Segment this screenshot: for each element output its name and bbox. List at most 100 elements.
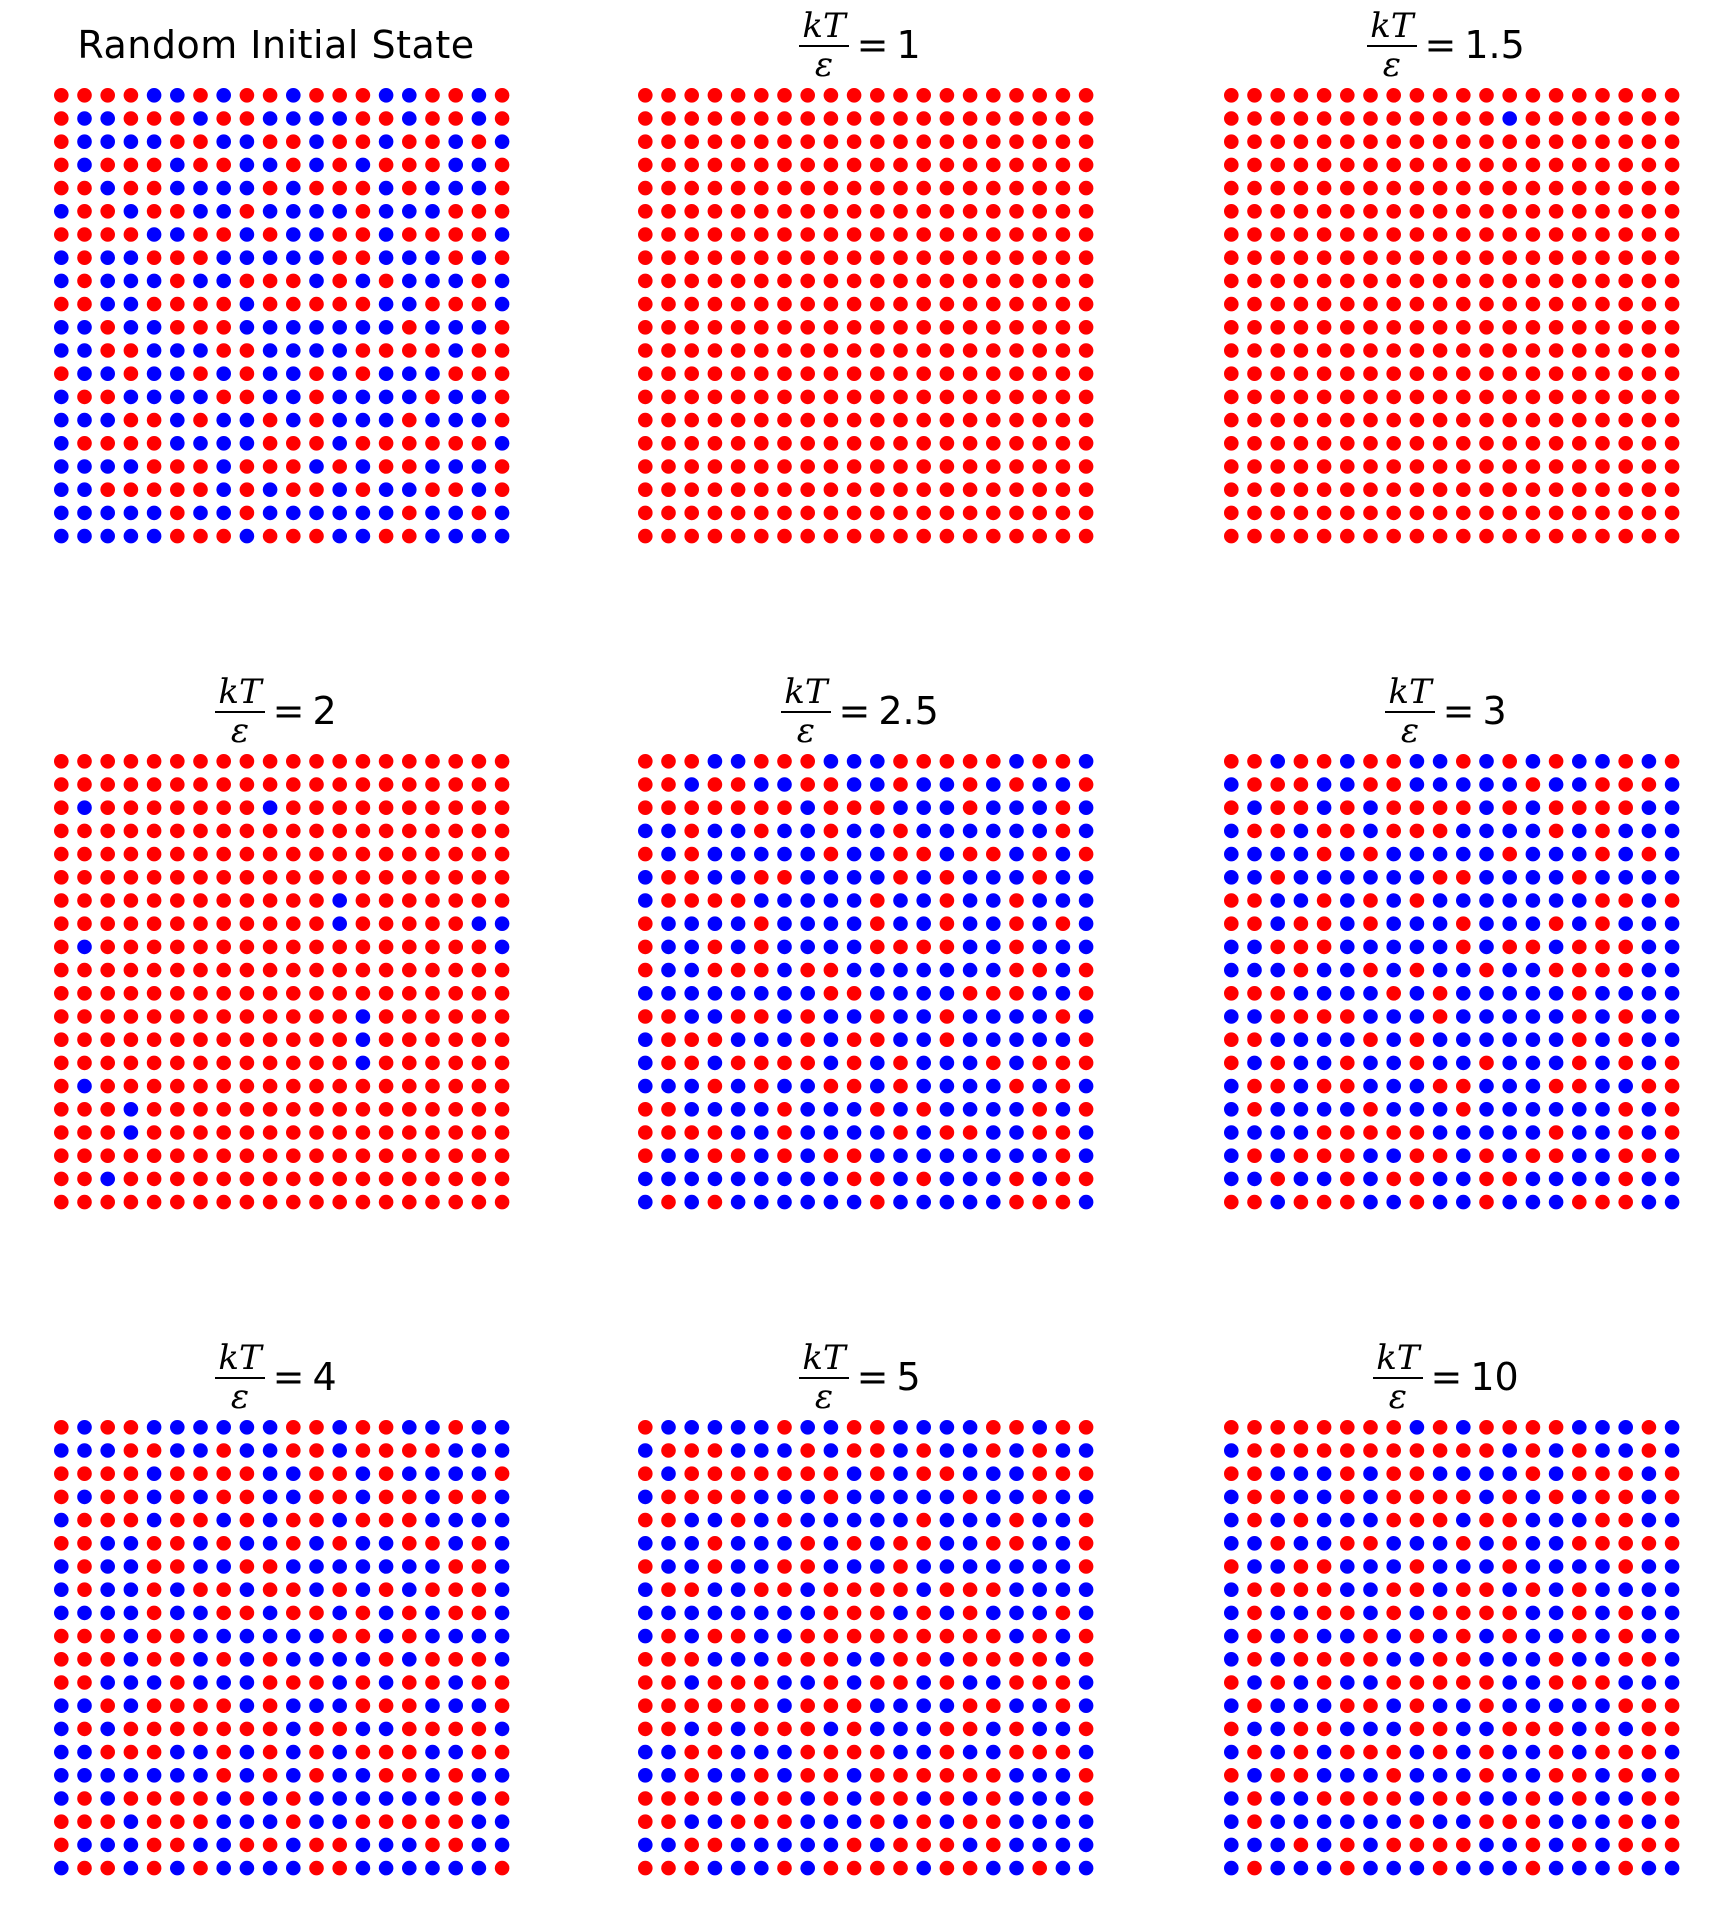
spin-down-dot [1340,1559,1355,1574]
spin-up-dot [1618,157,1633,173]
spin-down-dot [239,250,255,265]
spin-up-dot [123,111,139,126]
spin-down-dot [638,1744,653,1760]
spin-down-dot [1479,986,1494,1001]
spin-up-dot [1055,180,1071,196]
spin-up-dot [216,1652,231,1667]
spin-up-dot [100,893,115,908]
spin-down-dot [893,1148,908,1163]
spin-down-dot [309,1791,324,1806]
spin-up-dot [286,1582,301,1597]
spin-down-dot [939,846,955,862]
spin-down-dot [355,1721,371,1737]
spin-up-dot [1386,180,1401,196]
spin-up-dot [1664,893,1680,908]
spin-down-dot [1664,939,1680,955]
spin-down-dot [1386,870,1401,885]
spin-down-dot [54,1605,69,1621]
spin-up-dot [1293,157,1309,173]
spin-down-dot [1548,1791,1564,1806]
spin-up-dot [684,1791,699,1806]
spin-up-dot [823,1768,839,1783]
spin-up-dot [1009,389,1024,405]
spin-up-dot [448,939,464,955]
spin-up-dot [1363,505,1378,521]
spin-down-dot [1432,777,1448,792]
spin-down-dot [916,1078,931,1094]
fraction-numerator: kT [802,5,846,46]
spin-down-dot [309,134,324,149]
lattice-panel: Random Initial State [46,10,510,544]
spin-up-dot [309,366,324,382]
spin-up-dot [402,1171,417,1187]
spin-down-dot [1479,846,1494,862]
spin-down-dot [448,528,464,544]
spin-down-dot [1293,1536,1309,1551]
spin-up-dot [332,1055,348,1071]
spin-up-dot [193,916,208,931]
spin-up-dot [1009,412,1024,428]
spin-up-dot [1664,389,1680,405]
spin-up-dot [1340,1125,1355,1140]
spin-up-dot [1432,1420,1448,1435]
spin-down-dot [1293,1814,1309,1829]
spin-up-dot [638,1675,653,1690]
spin-up-dot [1363,436,1378,451]
spin-up-dot [916,1628,931,1644]
spin-up-dot [77,180,92,196]
spin-up-dot [262,296,278,312]
spin-down-dot [939,800,955,815]
spin-down-dot [730,823,746,839]
spin-up-dot [1409,800,1425,815]
spin-up-dot [1456,412,1471,428]
spin-up-dot [846,1148,862,1163]
spin-down-dot [1664,800,1680,815]
spin-down-dot [777,1009,792,1024]
spin-up-dot [707,157,723,173]
spin-up-dot [378,1148,394,1163]
spin-down-dot [1502,1860,1517,1876]
spin-up-dot [1572,436,1587,451]
spin-down-dot [777,1536,792,1551]
spin-up-dot [309,986,324,1001]
spin-down-dot [1224,1837,1239,1853]
spin-up-dot [893,204,908,219]
spin-down-dot [77,505,92,521]
spin-down-dot [754,1032,769,1047]
spin-up-dot [1548,111,1564,126]
spin-up-dot [684,1125,699,1140]
spin-up-dot [1224,528,1239,544]
spin-up-dot [332,823,348,839]
spin-down-dot [754,1628,769,1644]
spin-down-dot [1032,777,1047,792]
spin-up-dot [286,1605,301,1621]
spin-down-dot [1502,1032,1517,1047]
spin-down-dot [448,157,464,173]
spin-down-dot [1502,916,1517,931]
spin-down-dot [123,1102,139,1117]
spin-down-dot [1224,1628,1239,1644]
spin-up-dot [170,1512,185,1528]
spin-down-dot [54,1721,69,1737]
spin-down-dot [355,1536,371,1551]
spin-up-dot [309,1744,324,1760]
spin-up-dot [1293,800,1309,815]
spin-down-dot [916,962,931,978]
spin-up-dot [1572,1837,1587,1853]
spin-up-dot [1479,528,1494,544]
spin-down-dot [1009,870,1024,885]
spin-up-dot [684,88,699,103]
spin-up-dot [893,1125,908,1140]
spin-up-dot [1316,1420,1332,1435]
spin-down-dot [378,1721,394,1737]
spin-up-dot [777,273,792,289]
spin-up-dot [286,1675,301,1690]
spin-up-dot [1078,389,1094,405]
spin-up-dot [707,366,723,382]
spin-up-dot [1502,1489,1517,1505]
spin-down-dot [1032,1605,1047,1621]
spin-up-dot [262,1768,278,1783]
spin-up-dot [661,273,676,289]
spin-down-dot [471,1837,487,1853]
spin-up-dot [1363,157,1378,173]
